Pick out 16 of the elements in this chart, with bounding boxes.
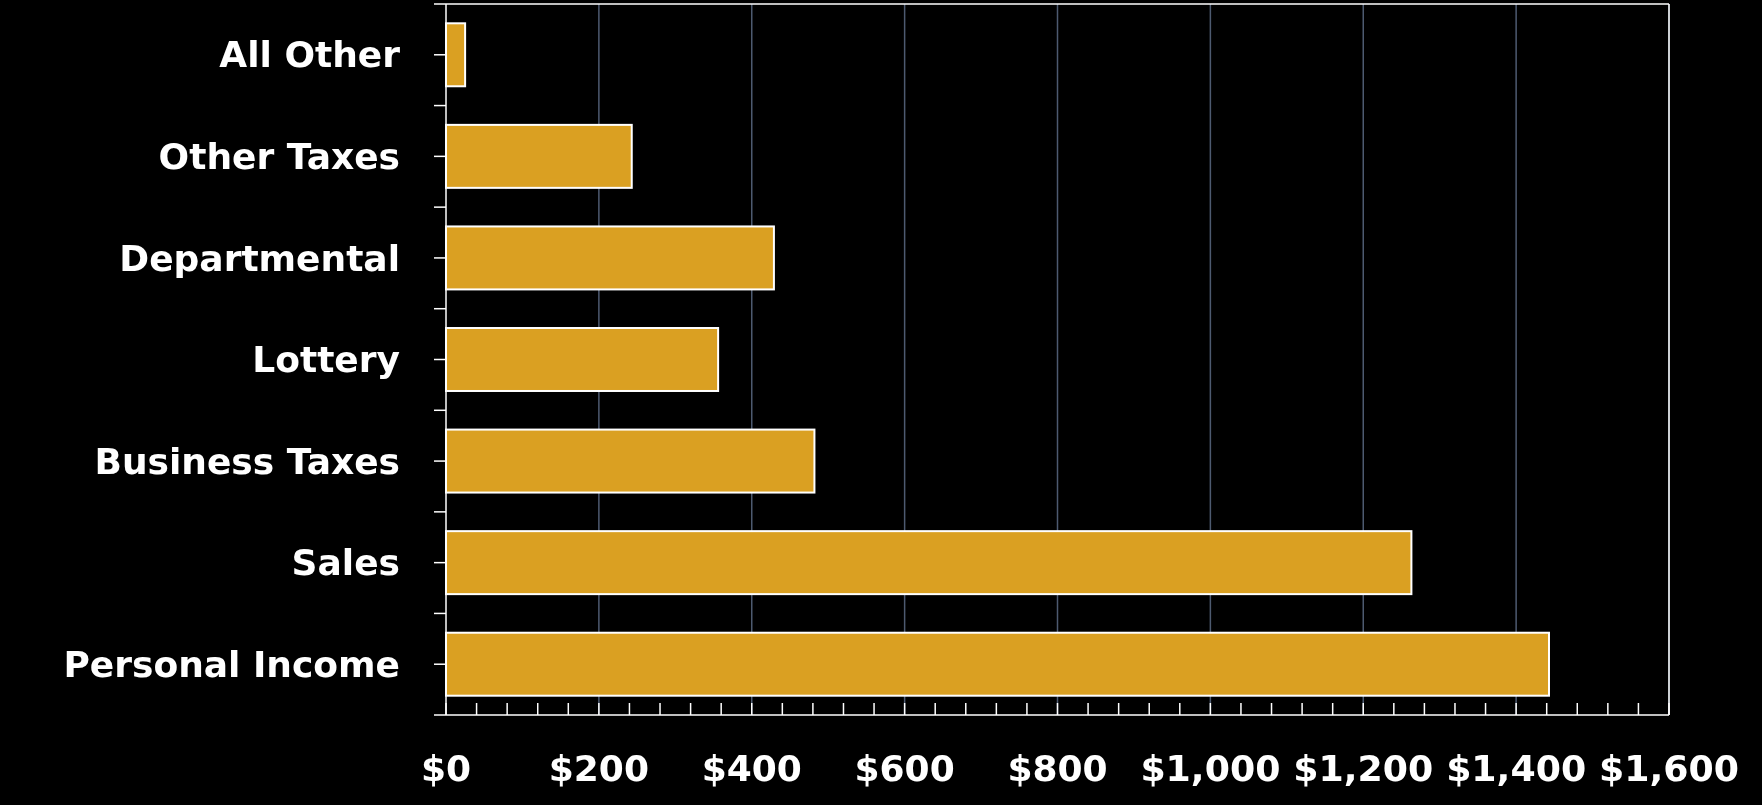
y-tick-label: Other Taxes [158, 135, 400, 177]
y-tick-label: All Other [219, 34, 401, 76]
x-tick-label: $400 [701, 748, 802, 789]
x-tick-label: $1,200 [1293, 748, 1434, 789]
y-tick-label: Departmental [119, 237, 400, 279]
y-tick-label: Personal Income [63, 643, 400, 685]
x-tick-label: $1,400 [1446, 748, 1587, 789]
x-tick-label: $600 [854, 748, 955, 789]
y-tick-label: Sales [291, 542, 400, 584]
y-tick-label: Lottery [252, 339, 400, 381]
x-tick-label: $0 [420, 748, 472, 789]
y-tick-label: Business Taxes [94, 440, 400, 482]
x-tick-label: $800 [1007, 748, 1108, 789]
x-tick-label: $200 [548, 748, 649, 789]
x-tick-label: $1,000 [1140, 748, 1281, 789]
x-tick-label: $1,600 [1599, 748, 1739, 789]
